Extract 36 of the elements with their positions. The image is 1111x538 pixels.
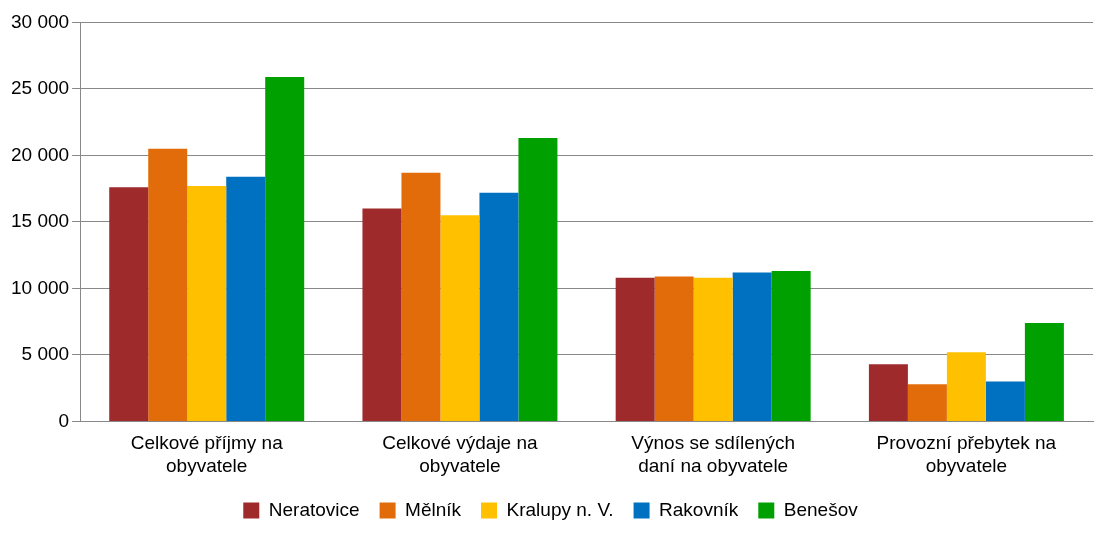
legend-label: Mělník (405, 498, 462, 520)
legend-label: Kralupy n. V. (506, 498, 614, 520)
bar (771, 271, 811, 421)
bar (187, 185, 227, 421)
y-tick-label: 25 000 (10, 77, 70, 99)
bar (654, 276, 694, 421)
x-tick-label: Celkové příjmy na obyvatele (130, 432, 284, 476)
x-tick-label: Celkové výdaje na obyvatele (382, 432, 538, 476)
bar (868, 364, 908, 421)
bar (362, 208, 402, 421)
bar (732, 272, 772, 421)
y-tick-label: 0 (58, 409, 70, 431)
bar (946, 352, 986, 421)
legend-label: Rakovník (659, 498, 739, 520)
y-tick-label: 15 000 (10, 210, 70, 232)
y-tick-label: 30 000 (10, 10, 70, 32)
y-tick-label: 20 000 (10, 143, 70, 165)
bar (985, 381, 1025, 421)
bar (148, 148, 188, 421)
x-tick-label: Provozní přebytek na obyvatele (876, 432, 1057, 476)
bar (518, 138, 558, 421)
bar (109, 187, 149, 421)
y-tick-label: 10 000 (10, 276, 70, 298)
legend-label: Neratovice (268, 498, 360, 520)
y-tick-label: 5 000 (21, 343, 70, 365)
bar (440, 215, 480, 421)
bar (615, 277, 655, 421)
bar (693, 277, 733, 421)
bar (401, 172, 441, 421)
bar (907, 384, 947, 421)
bar (265, 76, 305, 421)
x-tick-label: Výnos se sdílených daní na obyvatele (631, 432, 796, 476)
legend-label: Benešov (783, 498, 859, 520)
bar (226, 176, 266, 421)
bar (1024, 322, 1064, 421)
bar (479, 192, 519, 421)
